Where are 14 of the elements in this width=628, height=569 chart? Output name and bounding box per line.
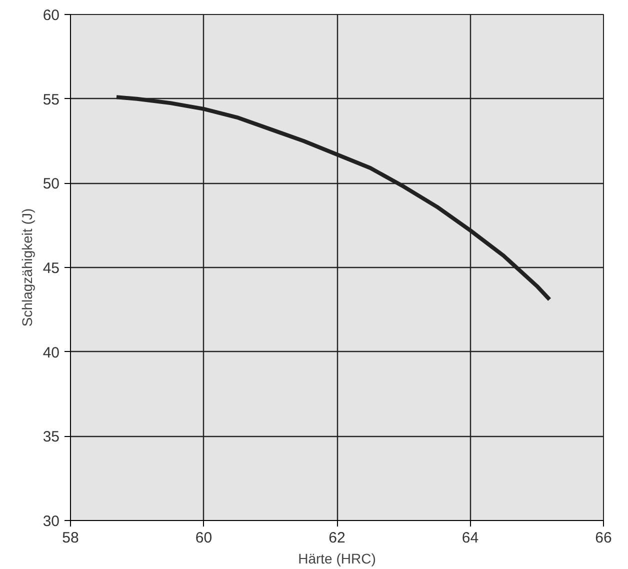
y-tick-label: 35 [42, 428, 60, 446]
y-tick-label: 40 [42, 344, 60, 362]
y-tick-label: 45 [42, 260, 60, 277]
x-tick-label: 62 [328, 530, 346, 546]
y-tick-label: 60 [42, 7, 60, 24]
x-tick-label: 60 [195, 530, 212, 546]
x-tick-label: 58 [62, 530, 79, 546]
x-tick-label: 64 [462, 530, 479, 546]
y-axis-title: Schlagzähigkeit (J) [18, 208, 35, 327]
x-tick-label: 66 [595, 530, 612, 546]
y-tick-label: 50 [42, 176, 60, 193]
y-tick-label: 30 [42, 513, 60, 530]
x-axis-title: Härte (HRC) [298, 550, 376, 566]
y-tick-label: 55 [42, 91, 60, 108]
